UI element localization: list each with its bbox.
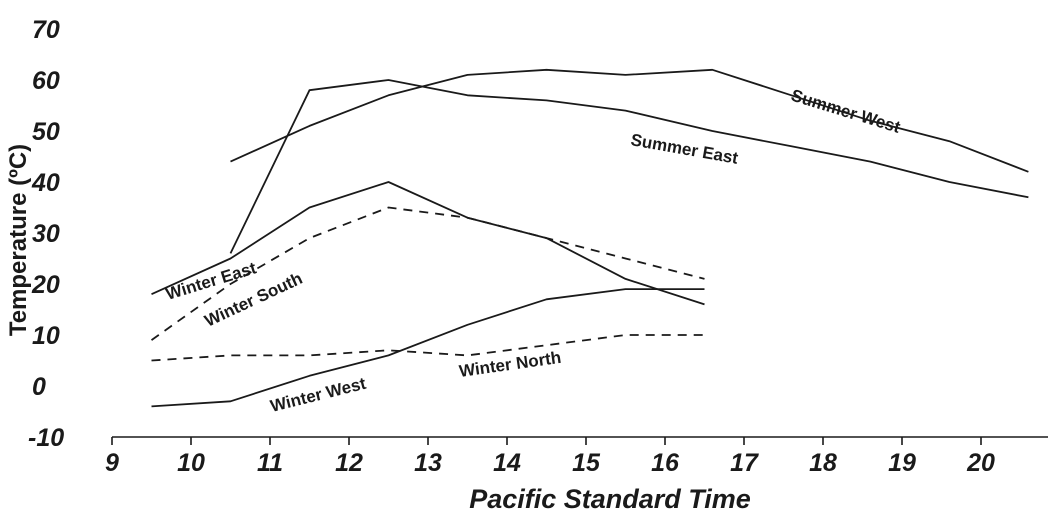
x-tick-label: 9 xyxy=(105,449,119,477)
y-tick-label: 0 xyxy=(32,373,46,401)
y-tick-label: 50 xyxy=(32,118,60,146)
x-tick-label: 12 xyxy=(335,449,363,477)
series-line-summer-west xyxy=(230,68,1029,173)
x-tick-label: 20 xyxy=(966,449,995,477)
x-tick-label: 14 xyxy=(493,449,521,477)
y-tick-label: 10 xyxy=(32,322,60,350)
y-axis-ticks: -10 0 10 20 30 40 50 60 70 xyxy=(28,16,64,452)
series-label-summer-west: Summer West xyxy=(789,86,903,137)
plot-series xyxy=(150,68,1029,408)
series-label-winter-west: Winter West xyxy=(268,374,368,416)
x-axis-ticks: 9 10 11 12 13 14 15 16 17 18 19 20 xyxy=(105,437,995,477)
y-tick-label: 70 xyxy=(32,16,60,44)
x-tick-label: 15 xyxy=(572,449,601,477)
x-tick-label: 13 xyxy=(414,449,442,477)
x-axis-title: Pacific Standard Time xyxy=(469,484,751,514)
x-tick-label: 16 xyxy=(651,449,680,477)
series-label-winter-north: Winter North xyxy=(458,348,562,381)
y-tick-label: 60 xyxy=(32,67,60,95)
x-tick-label: 19 xyxy=(888,449,916,477)
x-tick-label: 17 xyxy=(730,449,759,477)
series-line-winter-south xyxy=(150,206,705,341)
x-tick-label: 10 xyxy=(177,449,205,477)
y-tick-label: -10 xyxy=(28,424,64,452)
series-line-winter-west xyxy=(151,288,705,408)
y-tick-label: 40 xyxy=(31,169,60,197)
series-line-winter-east xyxy=(151,181,705,306)
x-tick-label: 18 xyxy=(809,449,837,477)
y-axis-title: Temperature (ºC) xyxy=(5,144,32,336)
series-line-summer-east xyxy=(229,79,1029,254)
y-tick-label: 30 xyxy=(32,220,60,248)
series-line-winter-north xyxy=(151,334,705,362)
y-tick-label: 20 xyxy=(31,271,60,299)
x-tick-label: 11 xyxy=(257,449,283,477)
series-label-summer-east: Summer East xyxy=(629,130,740,168)
